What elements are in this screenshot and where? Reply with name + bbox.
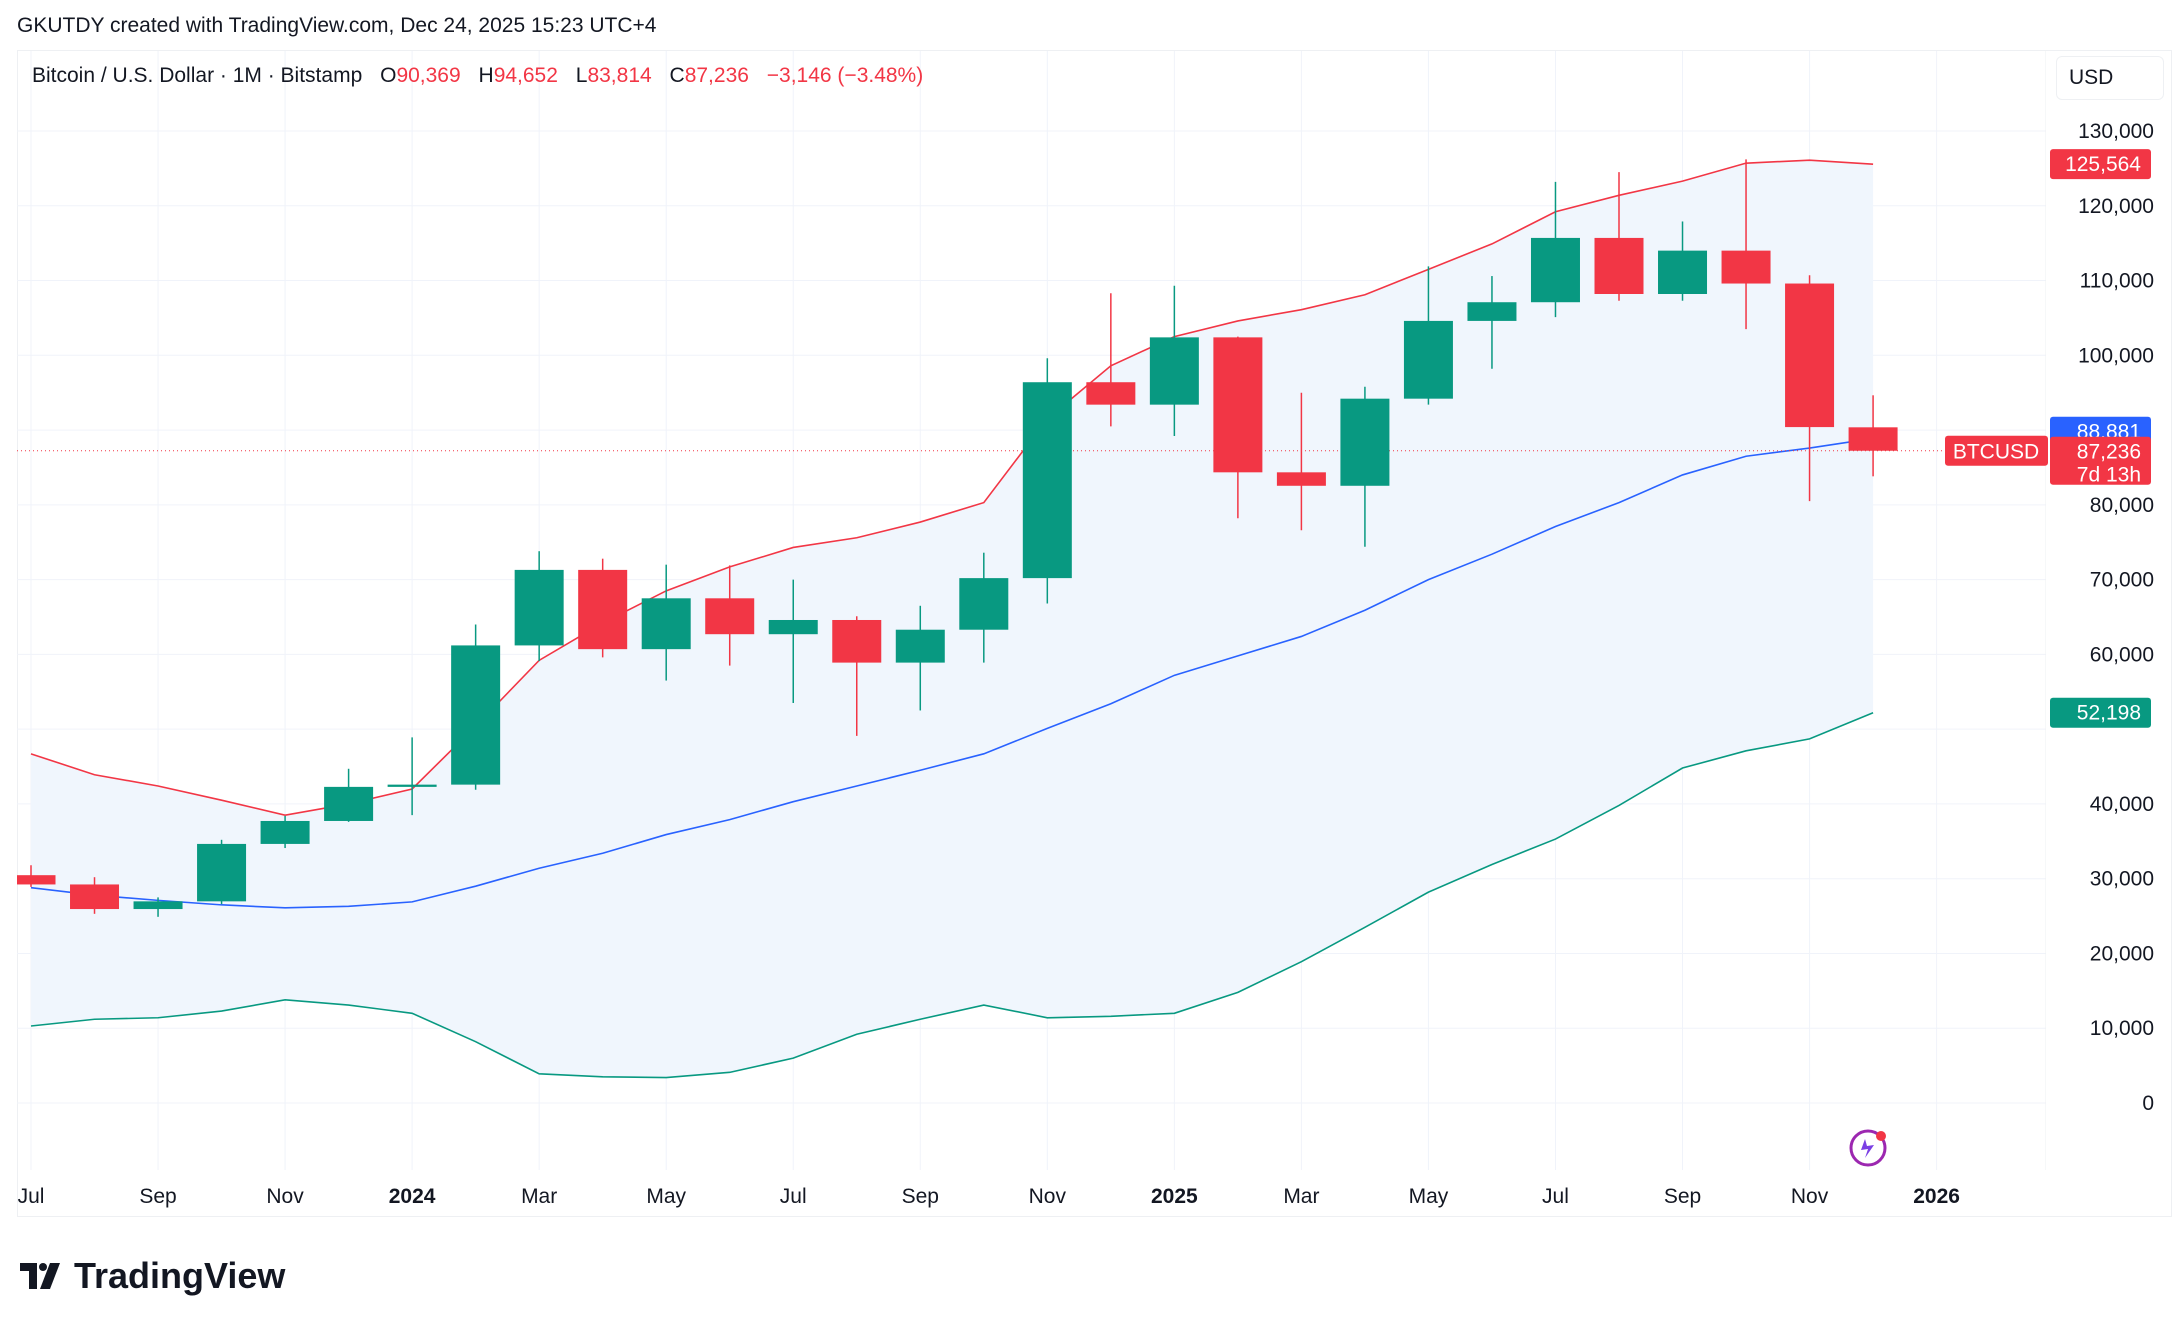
countdown-label: 7d 13h <box>2077 464 2141 487</box>
lower-band-price-label-bg <box>2050 697 2151 728</box>
low-value: 83,814 <box>587 64 652 87</box>
high-label: H <box>478 64 494 87</box>
candle-body <box>451 645 501 785</box>
candle-body <box>260 820 310 844</box>
time-tick-label: 2024 <box>389 1185 436 1208</box>
time-tick-label: 2026 <box>1913 1185 1960 1208</box>
price-tick-label: 80,000 <box>2090 494 2154 517</box>
bollinger-bands <box>17 159 2046 1079</box>
tradingview-logo[interactable]: TradingView <box>20 1255 285 1297</box>
time-tick-label: Mar <box>1283 1185 1319 1208</box>
price-tick-label: 20,000 <box>2090 942 2154 965</box>
change-value: −3,146 (−3.48%) <box>766 64 924 87</box>
attribution-text: GKUTDY created with TradingView.com, Dec… <box>17 14 657 37</box>
candle-body <box>1340 398 1390 486</box>
price-tick-label: 40,000 <box>2090 793 2154 816</box>
candle-body <box>1530 237 1580 303</box>
high-value: 94,652 <box>493 64 558 87</box>
candle-body <box>197 843 247 902</box>
time-tick-label: Sep <box>1664 1185 1701 1208</box>
lower-band-line <box>30 711 1874 1079</box>
time-tick-label: Nov <box>266 1185 304 1208</box>
time-tick-label: Nov <box>1791 1185 1829 1208</box>
time-tick-label: Sep <box>139 1185 176 1208</box>
candle-body <box>387 784 437 787</box>
candle-body <box>578 569 628 650</box>
candle-body <box>133 901 183 910</box>
symbol-legend: Bitcoin / U.S. Dollar · 1M · Bitstamp O9… <box>32 64 935 88</box>
price-axis: 0 10,000 20,000 30,000 40,000 60,000 70,000 80,… <box>2078 120 2154 1115</box>
candles <box>17 159 1898 917</box>
time-tick-label: 2025 <box>1151 1185 1198 1208</box>
time-axis: Jul Sep Nov 2024 Mar May Jul Sep Nov 2025 Mar May Ju… <box>18 1185 1960 1208</box>
candle-body <box>895 629 945 663</box>
price-tick-label: 60,000 <box>2090 643 2154 666</box>
candle-body <box>17 875 56 885</box>
time-tick-label: Jul <box>1542 1185 1569 1208</box>
candle-body <box>324 786 374 821</box>
price-tick-label: 10,000 <box>2090 1017 2154 1040</box>
candle-body <box>705 598 755 635</box>
price-tick-label: 70,000 <box>2090 569 2154 592</box>
candle-body <box>1022 382 1072 579</box>
candle-body <box>70 884 120 910</box>
open-value: 90,369 <box>396 64 461 87</box>
candle-body <box>1785 283 1835 428</box>
candle-body <box>1086 382 1136 405</box>
upper-band-price-label-bg <box>2050 149 2151 180</box>
time-tick-label: Nov <box>1029 1185 1067 1208</box>
candle-body <box>768 619 818 635</box>
basis-line <box>30 437 1874 909</box>
last-price-label: 87,236 <box>2077 441 2141 464</box>
symbol-label-bg <box>1945 435 2048 466</box>
symbol-label: BTCUSD <box>1953 441 2039 464</box>
currency-button[interactable]: USD <box>2056 56 2164 100</box>
close-value: 87,236 <box>684 64 749 87</box>
open-label: O <box>380 64 397 87</box>
candle-body <box>1213 337 1263 473</box>
lower-band-price-label: 52,198 <box>2077 702 2141 725</box>
time-tick-label: Jul <box>780 1185 807 1208</box>
price-tick-label: 100,000 <box>2078 344 2154 367</box>
time-tick-label: May <box>646 1185 686 1208</box>
time-tick-label: May <box>1409 1185 1449 1208</box>
candle-body <box>1467 302 1517 321</box>
price-tick-label: 130,000 <box>2078 120 2154 143</box>
price-tick-label: 0 <box>2142 1092 2154 1115</box>
time-tick-label: Jul <box>18 1185 45 1208</box>
last-price-label-bg <box>2050 436 2151 485</box>
time-tick-label: Mar <box>521 1185 557 1208</box>
candle-body <box>832 619 882 663</box>
candle-body <box>1658 250 1708 294</box>
chart-frame <box>17 50 2172 1217</box>
low-label: L <box>575 64 588 87</box>
band-fill <box>31 160 1874 1078</box>
candle-body <box>1721 250 1771 284</box>
candle-body <box>514 569 564 646</box>
candle-body <box>1149 337 1199 405</box>
candle-body <box>1276 472 1326 486</box>
candle-body <box>959 578 1009 630</box>
symbol-title[interactable]: Bitcoin / U.S. Dollar · 1M · Bitstamp <box>32 64 363 87</box>
candle-body <box>1594 237 1644 294</box>
price-tick-label: 30,000 <box>2090 868 2154 891</box>
tradingview-logo-icon <box>20 1263 60 1289</box>
candle-body <box>1403 320 1453 399</box>
price-tick-label: 110,000 <box>2080 270 2154 293</box>
time-tick-label: Sep <box>902 1185 939 1208</box>
close-label: C <box>669 64 685 87</box>
upper-band-price-label: 125,564 <box>2065 153 2141 176</box>
candle-body <box>641 598 691 650</box>
assistant-sparkle-icon[interactable] <box>1849 1129 1887 1167</box>
price-tick-label: 120,000 <box>2078 195 2154 218</box>
candle-body <box>1848 427 1898 451</box>
tradingview-logo-text: TradingView <box>74 1255 286 1296</box>
